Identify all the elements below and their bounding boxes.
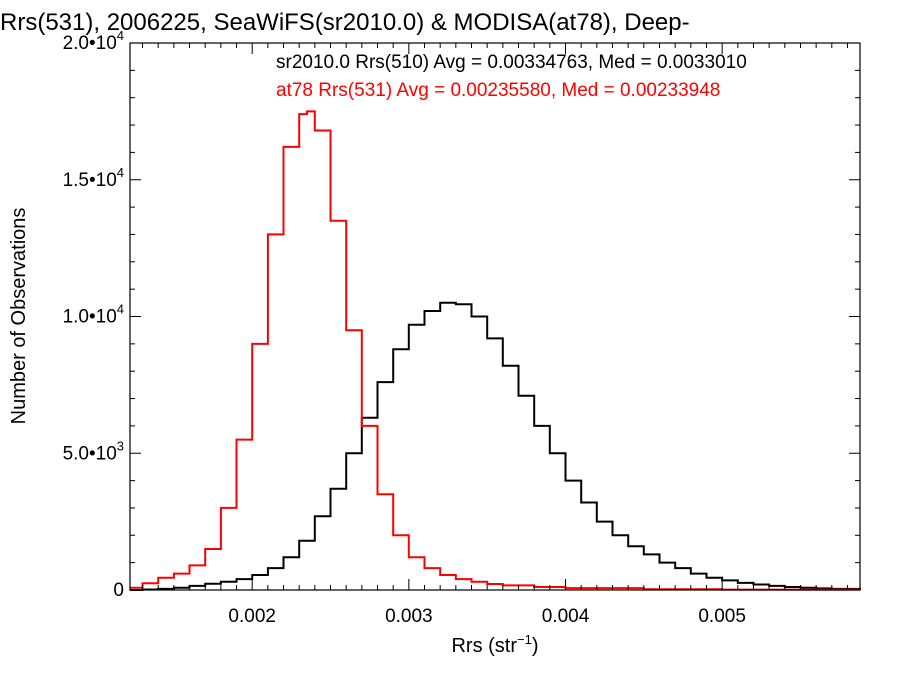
chart-title: Rrs(531), 2006225, SeaWiFS(sr2010.0) & M… [0,9,690,36]
y-axis-label: Number of Observations [8,208,30,425]
y-tick-label: 0 [113,580,124,601]
y-tick-label: 1.5•104 [63,165,124,191]
x-tick-label: 0.002 [228,606,276,627]
annotation-red-series: at78 Rrs(531) Avg = 0.00235580, Med = 0.… [276,80,720,101]
y-tick-label: 2.0•104 [63,28,124,54]
annotation-black-series: sr2010.0 Rrs(510) Avg = 0.00334763, Med … [276,52,747,73]
x-axis-label: Rrs (str−1) [451,632,538,657]
y-tick-label: 1.0•104 [63,302,124,328]
y-tick-label: 5.0•103 [63,438,124,464]
legend-annotations: sr2010.0 Rrs(510) Avg = 0.00334763, Med … [276,52,747,101]
x-tick-label: 0.003 [385,606,433,627]
x-tick-label: 0.005 [698,606,746,627]
x-tick-label: 0.004 [542,606,590,627]
series-line-1 [130,110,861,591]
series-line-0 [130,301,861,591]
plot-frame [129,42,861,591]
plot-area: 0.002 0.003 0.004 0.005 0 5.0•103 1.0•104 1.5•1… [63,28,861,627]
